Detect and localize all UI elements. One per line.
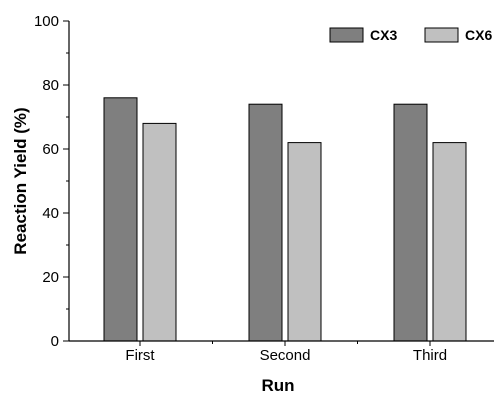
- legend-swatch-cx6: [424, 27, 459, 43]
- axes-layer: 0 20 40 60 80 100 First Second Third: [34, 13, 494, 364]
- y-tick-label: 100: [34, 13, 59, 30]
- bar-cx3-second: [248, 103, 283, 342]
- legend-label-cx3: CX3: [370, 27, 397, 43]
- legend-label-cx6: CX6: [465, 27, 492, 43]
- x-tick-label: Second: [260, 347, 311, 364]
- y-tick-label: 20: [42, 269, 59, 286]
- y-tick-label: 60: [42, 141, 59, 158]
- bar-cx3-third: [393, 103, 428, 342]
- bar-cx6-first: [142, 122, 177, 342]
- bar-cx6-third: [432, 142, 467, 342]
- x-tick-label: Third: [413, 347, 447, 364]
- y-tick-label: 0: [51, 333, 59, 350]
- y-axis-title: Reaction Yield (%): [11, 107, 30, 254]
- bars-layer: [103, 97, 467, 342]
- bar-cx6-second: [287, 142, 322, 342]
- x-axis-title: Run: [261, 376, 294, 395]
- legend-swatch-cx3: [329, 27, 364, 43]
- bar-cx3-first: [103, 97, 138, 342]
- legend: CX3 CX6: [329, 27, 492, 43]
- x-tick-label: First: [125, 347, 155, 364]
- y-tick-label: 80: [42, 77, 59, 94]
- y-tick-label: 40: [42, 205, 59, 222]
